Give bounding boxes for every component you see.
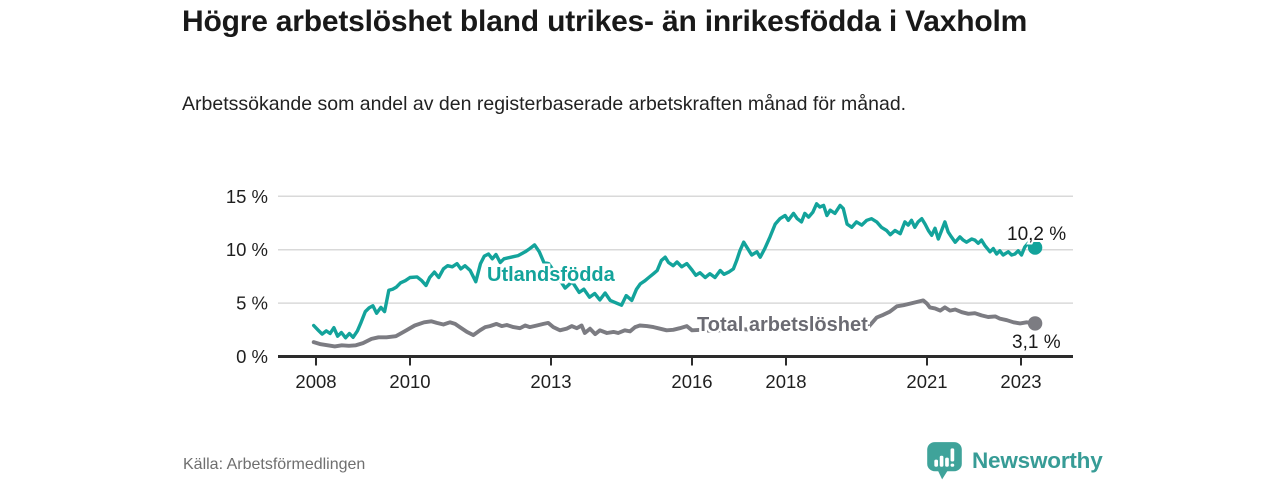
end-value-label: 10,2 %	[1007, 224, 1066, 245]
y-tick-label: 10 %	[226, 239, 268, 260]
x-tick-label: 2023	[1000, 371, 1041, 392]
x-tick-label: 2010	[389, 371, 430, 392]
y-tick-label: 15 %	[226, 186, 268, 207]
series-end-dot	[1027, 240, 1043, 255]
axis-labels: 0 % 5 % 10 % 15 % 2008 2010 2013 2016 2018 2021 20…	[226, 186, 1042, 392]
x-tick-label: 2018	[765, 371, 806, 392]
x-tick-label: 2013	[530, 371, 571, 392]
y-tick-label: 5 %	[236, 293, 268, 314]
x-tick-label: 2008	[295, 371, 336, 392]
chart-title: Högre arbetslöshet bland utrikes- än inr…	[182, 5, 1028, 38]
series-label: Utlandsfödda	[487, 264, 616, 286]
newsworthy-wordmark: Newsworthy	[972, 448, 1103, 473]
y-tick-label: 0 %	[236, 346, 268, 367]
source-credit: Källa: Arbetsförmedlingen	[183, 456, 366, 473]
end-value-label: 3,1 %	[1012, 332, 1061, 353]
series-line-utlandsfodda	[312, 202, 1037, 340]
data-series	[311, 202, 1043, 349]
annotations: Utlandsfödda 10,2 % Total arbetslöshet 3,1 …	[485, 222, 1069, 355]
bar-chart-bubble-icon	[927, 442, 962, 480]
x-axis	[278, 355, 1073, 366]
series-end-dot	[1027, 316, 1043, 331]
series-line-total	[311, 298, 1038, 349]
chart-subtitle: Arbetssökande som andel av den registerb…	[182, 93, 907, 115]
series-label: Total arbetslöshet	[697, 314, 868, 336]
newsworthy-logo: Newsworthy	[926, 441, 1103, 480]
x-tick-label: 2021	[906, 371, 947, 392]
gridlines	[278, 195, 1073, 304]
x-tick-label: 2016	[671, 371, 712, 392]
